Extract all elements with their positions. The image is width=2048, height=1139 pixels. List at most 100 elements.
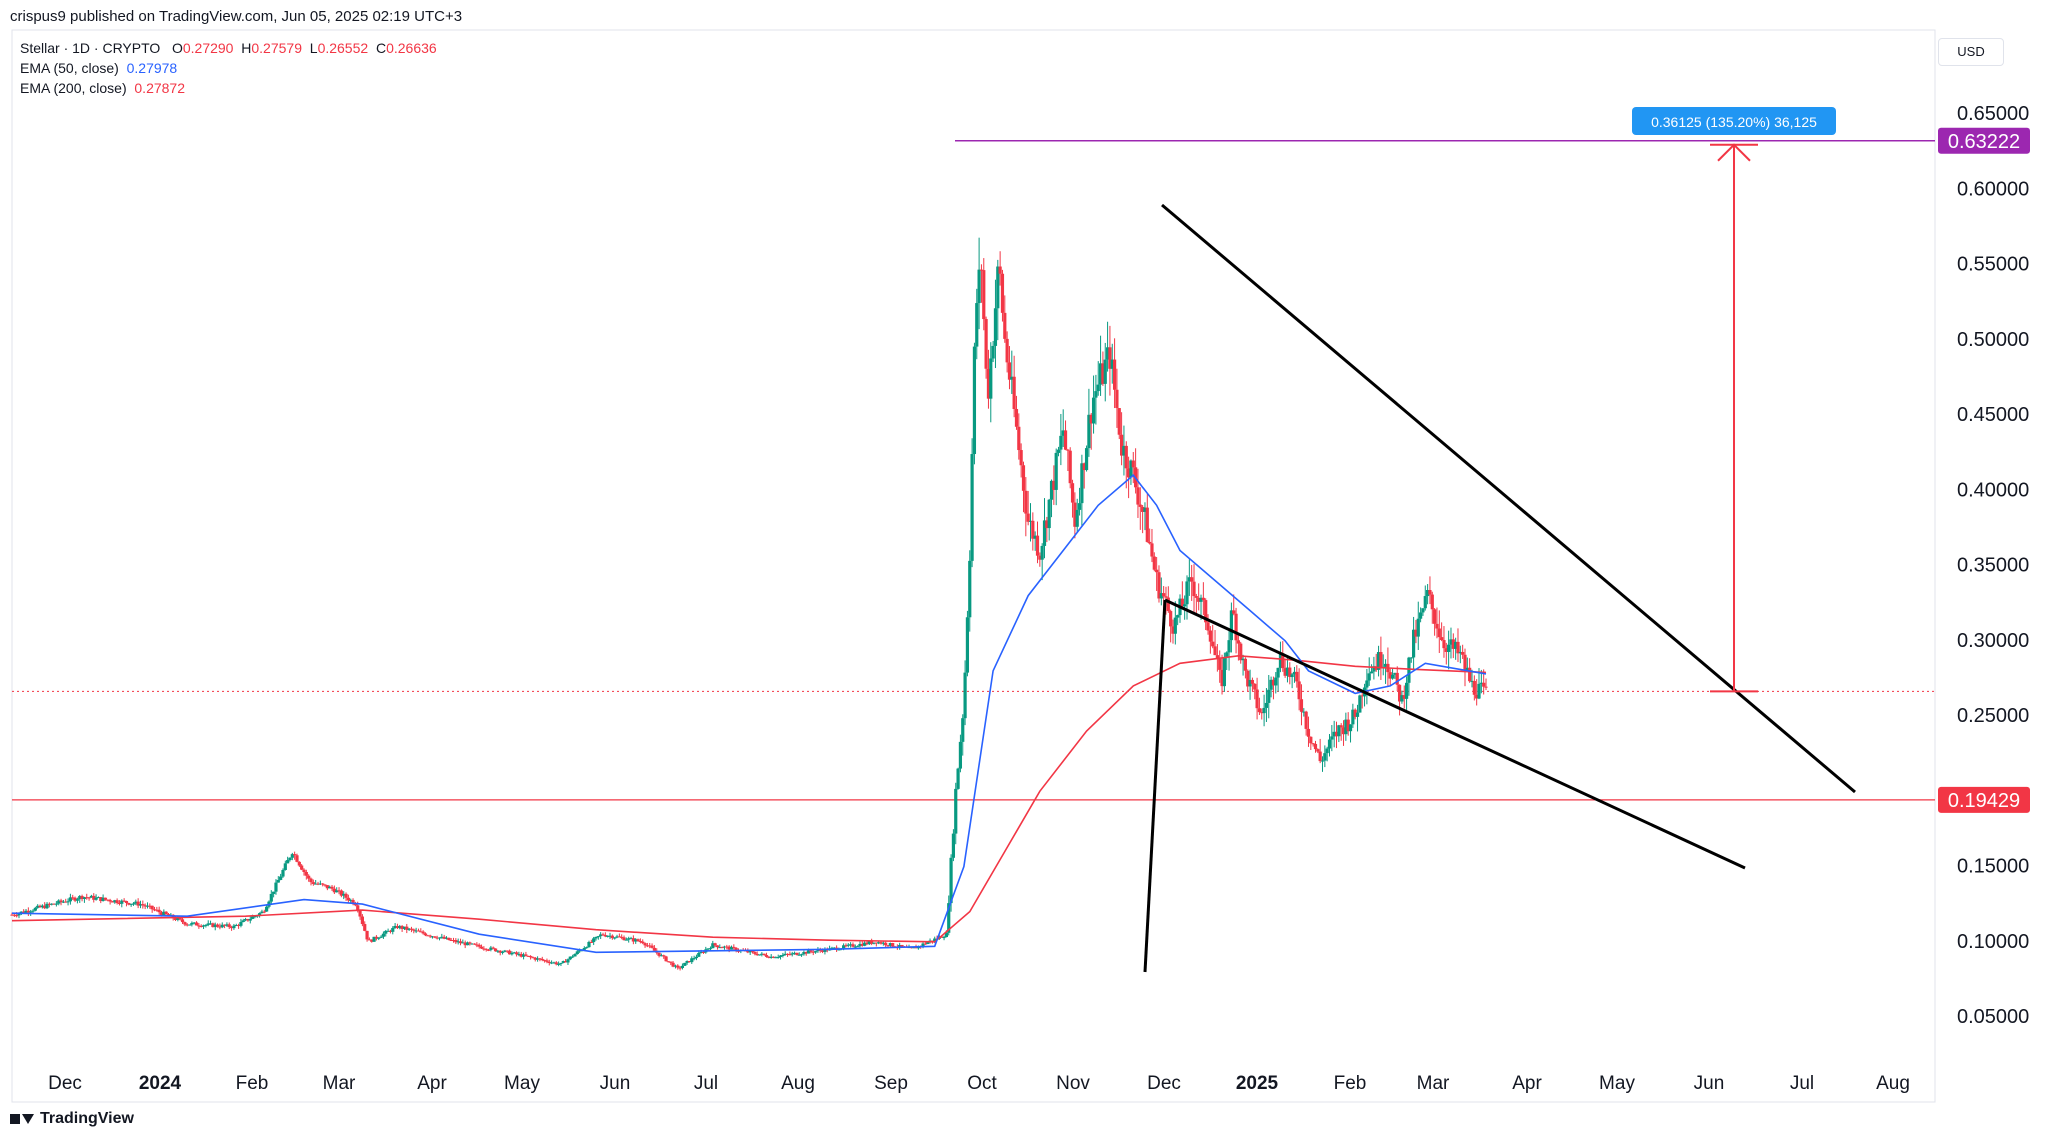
ema200-label: EMA (200, close): [20, 80, 127, 96]
candle-body: [251, 916, 255, 919]
currency-button[interactable]: USD: [1938, 38, 2004, 66]
candle-body: [304, 871, 308, 876]
price-label-high-text: 0.63222: [1948, 131, 2020, 153]
candle-body: [1141, 506, 1145, 512]
candle-body: [148, 905, 152, 907]
y-tick-label: 0.15000: [1957, 856, 2029, 878]
measure-label: 0.36125 (135.20%) 36,125: [1632, 107, 1836, 135]
candle-body: [1150, 543, 1154, 557]
x-tick-label: Apr: [417, 1073, 447, 1094]
candle-body: [1169, 611, 1173, 627]
candle-body: [1091, 397, 1096, 424]
candle-body: [1108, 347, 1112, 369]
candle-body: [166, 914, 171, 916]
candle-body: [1105, 347, 1110, 360]
candle-body: [496, 950, 500, 952]
candle-body: [68, 897, 72, 902]
candle-body: [1290, 674, 1294, 678]
candle-body: [1040, 545, 1044, 560]
candle-body: [1358, 695, 1362, 713]
candle-body: [1402, 695, 1406, 699]
candle-body: [921, 943, 925, 947]
candle-body: [1236, 640, 1240, 644]
candle-body: [220, 924, 224, 928]
candle-body: [1115, 389, 1119, 409]
candle-body: [650, 945, 654, 948]
candle-body: [947, 903, 951, 933]
ema200-row[interactable]: EMA (200, close) 0.27872: [20, 78, 437, 98]
candle-body: [208, 923, 213, 925]
price-label-low: 0.19429: [1938, 786, 2030, 813]
candle-body: [734, 947, 738, 951]
candle-body: [575, 951, 579, 955]
x-tick-label: Dec: [48, 1073, 82, 1094]
candle-body: [771, 956, 776, 958]
brand-footer: TradingView: [10, 1110, 134, 1128]
candle-body: [1320, 760, 1325, 762]
candle-body: [1103, 359, 1107, 384]
candle-body: [956, 768, 960, 789]
ema50-row[interactable]: EMA (50, close) 0.27978: [20, 58, 437, 78]
candle-body: [185, 924, 189, 926]
candle-body: [1028, 520, 1033, 522]
candle-body: [1468, 667, 1472, 682]
candle-body: [1075, 509, 1079, 527]
candle-body: [388, 930, 393, 932]
candle-body: [865, 942, 869, 945]
candle-body: [1260, 712, 1264, 714]
candle-body: [1070, 483, 1075, 503]
candle-body: [461, 942, 465, 944]
candle-body: [767, 956, 771, 958]
candle-body: [970, 454, 974, 561]
open-value: 0.27290: [182, 40, 234, 56]
candle-body: [297, 861, 301, 866]
candle-body: [335, 890, 339, 893]
candle-body: [1077, 503, 1082, 510]
candle-body: [993, 308, 998, 346]
candle-body: [1409, 657, 1413, 659]
candle-body: [1197, 597, 1201, 602]
measure-label-text: 0.36125 (135.20%) 36,125: [1651, 114, 1817, 130]
candle-body: [365, 930, 369, 940]
candle-body: [1465, 667, 1469, 671]
candle-body: [792, 952, 797, 954]
candle-body: [1019, 450, 1023, 466]
candle-body: [608, 935, 612, 937]
y-tick-label: 0.60000: [1957, 178, 2029, 200]
candle-body: [45, 903, 49, 909]
symbol-label[interactable]: Stellar · 1D · CRYPTO: [20, 40, 161, 56]
candle-body: [1017, 426, 1021, 451]
candle-body: [1281, 653, 1285, 669]
candle-body: [468, 942, 472, 944]
candle-body: [1220, 669, 1224, 687]
candle-body: [73, 897, 77, 901]
candle-body: [975, 303, 979, 347]
candle-body: [1185, 581, 1189, 605]
candle-body: [622, 937, 626, 941]
candle-body: [536, 958, 540, 960]
candle-body: [795, 952, 799, 955]
candle-body: [241, 920, 245, 923]
candle-body: [1367, 673, 1371, 681]
candle-body: [15, 915, 19, 917]
candle-body: [648, 945, 652, 947]
candle-body: [47, 903, 51, 905]
candle-body: [428, 935, 432, 937]
candle-body: [419, 931, 423, 933]
candle-body: [402, 926, 407, 929]
candle-body: [283, 863, 287, 870]
y-tick-label: 0.65000: [1957, 103, 2029, 125]
candle-body: [720, 947, 724, 949]
candle-body: [643, 943, 647, 946]
candle-body: [690, 958, 694, 963]
candle-body: [1316, 749, 1320, 752]
candle-body: [141, 904, 145, 906]
candle-body: [926, 942, 930, 944]
candle-body: [785, 953, 790, 955]
candle-body: [923, 943, 927, 945]
candle-body: [1283, 668, 1287, 676]
candle-body: [1442, 640, 1446, 649]
candle-body: [1412, 629, 1416, 658]
candle-body: [370, 939, 374, 942]
